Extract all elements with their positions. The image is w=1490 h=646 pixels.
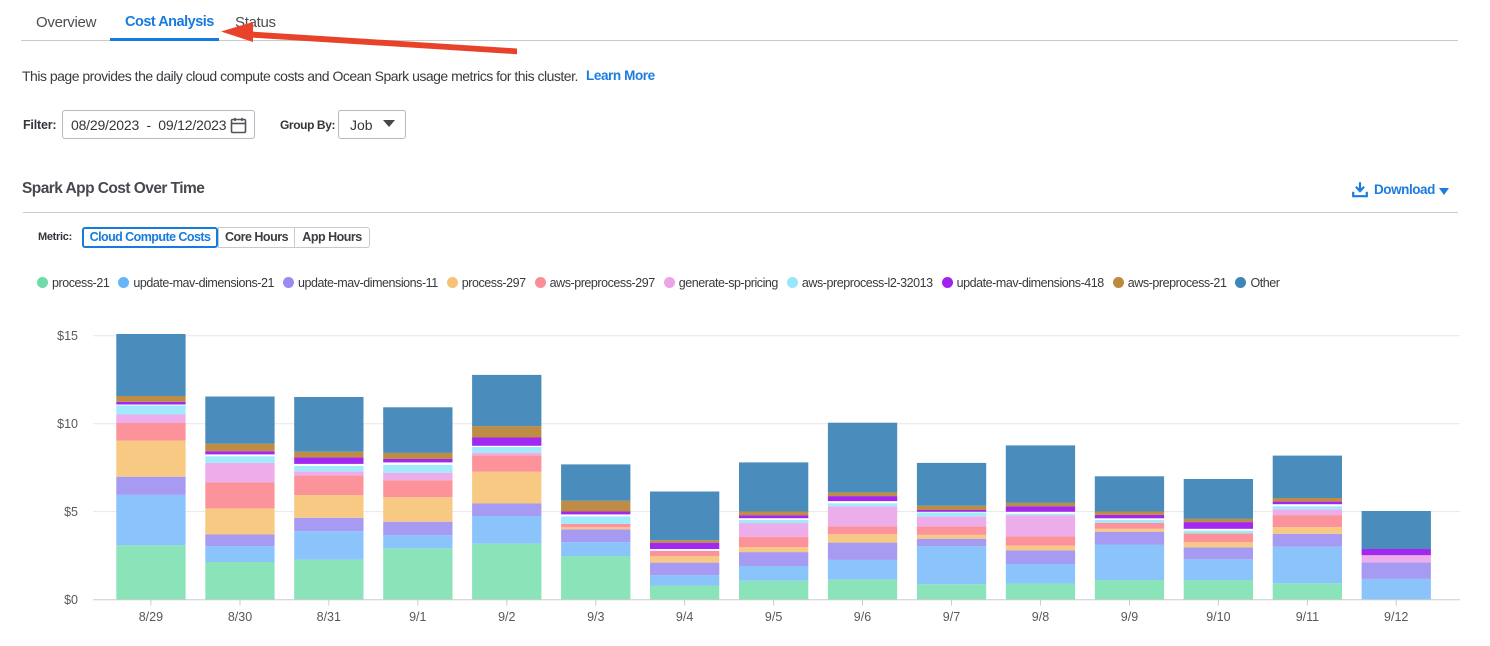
svg-text:9/4: 9/4 [676,610,693,624]
svg-text:8/30: 8/30 [228,610,252,624]
svg-text:9/9: 9/9 [1121,610,1138,624]
svg-text:9/1: 9/1 [409,610,426,624]
svg-text:9/8: 9/8 [1032,610,1049,624]
svg-text:9/5: 9/5 [765,610,782,624]
svg-text:$5: $5 [64,505,78,519]
svg-text:9/6: 9/6 [854,610,871,624]
svg-text:$15: $15 [57,329,78,343]
svg-text:9/11: 9/11 [1296,610,1319,624]
svg-text:8/29: 8/29 [139,610,163,624]
svg-text:9/12: 9/12 [1384,610,1408,624]
svg-text:9/7: 9/7 [943,610,960,624]
svg-text:9/10: 9/10 [1206,610,1230,624]
svg-text:9/2: 9/2 [498,610,515,624]
svg-text:9/3: 9/3 [587,610,604,624]
svg-text:$10: $10 [57,417,78,431]
svg-text:8/31: 8/31 [317,610,341,624]
svg-text:$0: $0 [64,593,78,607]
